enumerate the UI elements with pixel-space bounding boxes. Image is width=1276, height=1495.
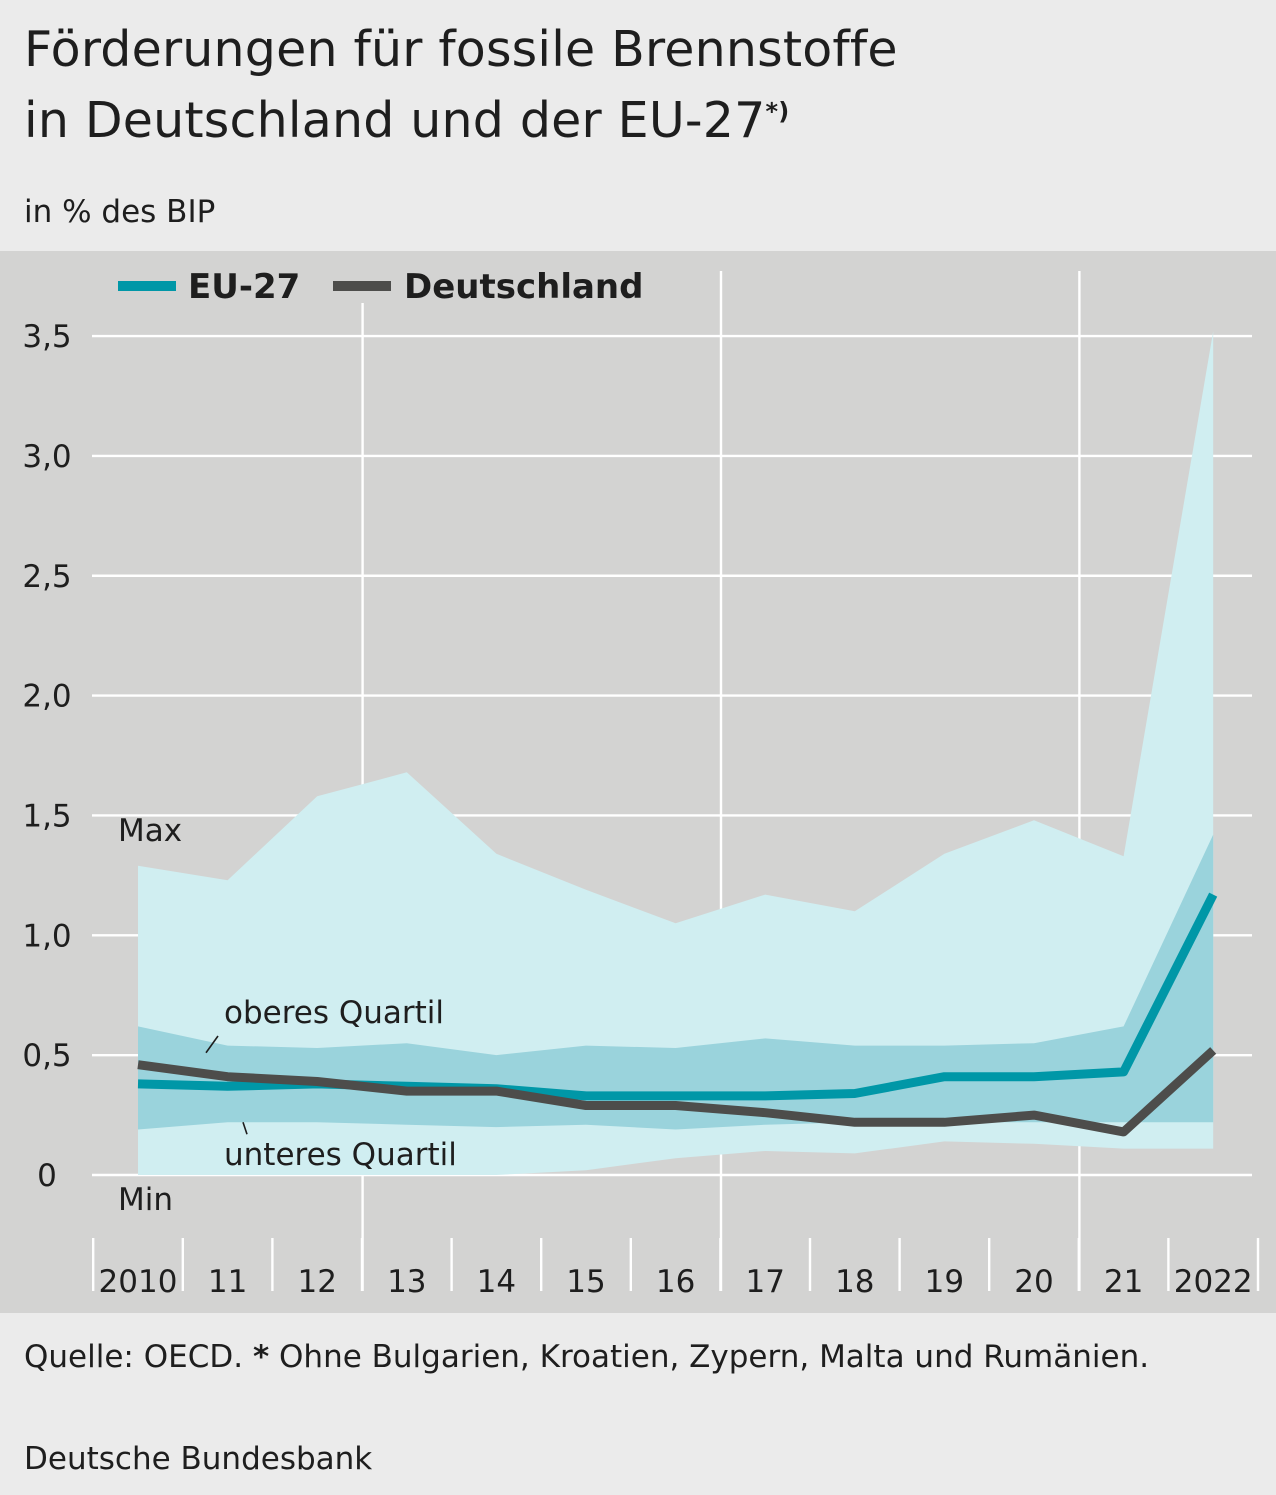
data-point [1123, 1071, 1124, 1072]
chart-footer: Quelle: OECD. * Ohne Bulgarien, Kroatien… [0, 1313, 1276, 1495]
x-tick-label: 20 [1014, 1264, 1053, 1300]
data-point [227, 1076, 228, 1077]
y-tick-label: 2,5 [22, 559, 71, 595]
x-tick-label: 2010 [99, 1264, 178, 1300]
x-tick-label: 12 [297, 1264, 336, 1300]
x-tick-label: 21 [1104, 1264, 1143, 1300]
lower-quartile-label: unteres Quartil [224, 1137, 457, 1173]
data-point [496, 1091, 497, 1092]
chart-subtitle: in % des BIP [24, 194, 216, 230]
x-tick-label: 16 [656, 1264, 695, 1300]
quartile-band [138, 834, 1214, 1130]
data-point [675, 1105, 676, 1106]
x-tick-label: 19 [925, 1264, 964, 1300]
title-footnote-mark: *) [765, 97, 790, 126]
min-label: Min [118, 1182, 173, 1218]
chart-title: Förderungen für fossile Brennstoffe in De… [24, 14, 1244, 156]
x-tick-label: 18 [835, 1264, 874, 1300]
legend-swatch-eu27 [118, 281, 176, 291]
data-point [317, 1081, 318, 1082]
y-tick-label: 0 [37, 1158, 57, 1194]
y-tick-label: 3,5 [22, 319, 71, 355]
footnote-text: Ohne Bulgarien, Kroatien, Zypern, Malta … [279, 1339, 1150, 1375]
data-point [227, 1086, 228, 1087]
data-point [586, 1105, 587, 1106]
y-tick-label: 1,5 [22, 798, 71, 834]
chart-header: Förderungen für fossile Brennstoffe in De… [0, 0, 1276, 243]
x-tick-label: 13 [387, 1264, 426, 1300]
data-point [1034, 1076, 1035, 1077]
x-tick-label: 11 [208, 1264, 247, 1300]
series-line-deutschland [137, 1047, 1217, 1137]
data-point [1123, 1131, 1124, 1132]
data-point [1213, 1050, 1214, 1051]
data-point [1034, 1115, 1035, 1116]
x-tick-label: 14 [477, 1264, 516, 1300]
lower-quartile-pointer [242, 1122, 248, 1135]
source-prefix: Quelle: OECD. [24, 1339, 244, 1375]
data-point [765, 1112, 766, 1113]
data-point [944, 1122, 945, 1123]
data-point [675, 1095, 676, 1096]
x-tick-label: 17 [745, 1264, 784, 1300]
source-note: Quelle: OECD. * Ohne Bulgarien, Kroatien… [24, 1335, 1252, 1379]
footnote-star: * [252, 1339, 270, 1375]
data-point [406, 1091, 407, 1092]
data-point [944, 1076, 945, 1077]
title-line-2: in Deutschland und der EU-27 [24, 92, 766, 149]
y-tick-label: 1,0 [22, 918, 71, 954]
upper-quartile-pointer [205, 1035, 219, 1054]
data-point [138, 1064, 139, 1065]
y-tick-label: 0,5 [22, 1038, 71, 1074]
min-max-band [138, 331, 1214, 1175]
data-point [138, 1083, 139, 1084]
data-point [854, 1093, 855, 1094]
upper-quartile-label: oberes Quartil [224, 995, 444, 1031]
y-tick-label: 2,0 [22, 679, 71, 715]
y-tick-label: 3,0 [22, 439, 71, 475]
legend-label-eu27: EU-27 [188, 267, 300, 307]
title-line-1: Förderungen für fossile Brennstoffe [24, 21, 898, 78]
data-point [586, 1095, 587, 1096]
publisher: Deutsche Bundesbank [24, 1441, 373, 1477]
x-tick-label: 15 [566, 1264, 605, 1300]
data-point [1213, 894, 1214, 895]
max-label: Max [118, 813, 182, 849]
plot-panel: 0 0,5 1,0 1,5 2,0 2,5 3,0 3,5 Max Min oberes Quart… [0, 251, 1276, 1313]
data-point [854, 1122, 855, 1123]
data-point [765, 1095, 766, 1096]
legend-swatch-deutschland [333, 281, 391, 291]
legend-label-deutschland: Deutschland [404, 267, 643, 307]
x-tick-label: 2022 [1174, 1264, 1253, 1300]
chart-svg: 0 0,5 1,0 1,5 2,0 2,5 3,0 3,5 Max Min oberes Quart… [22, 267, 1260, 1300]
